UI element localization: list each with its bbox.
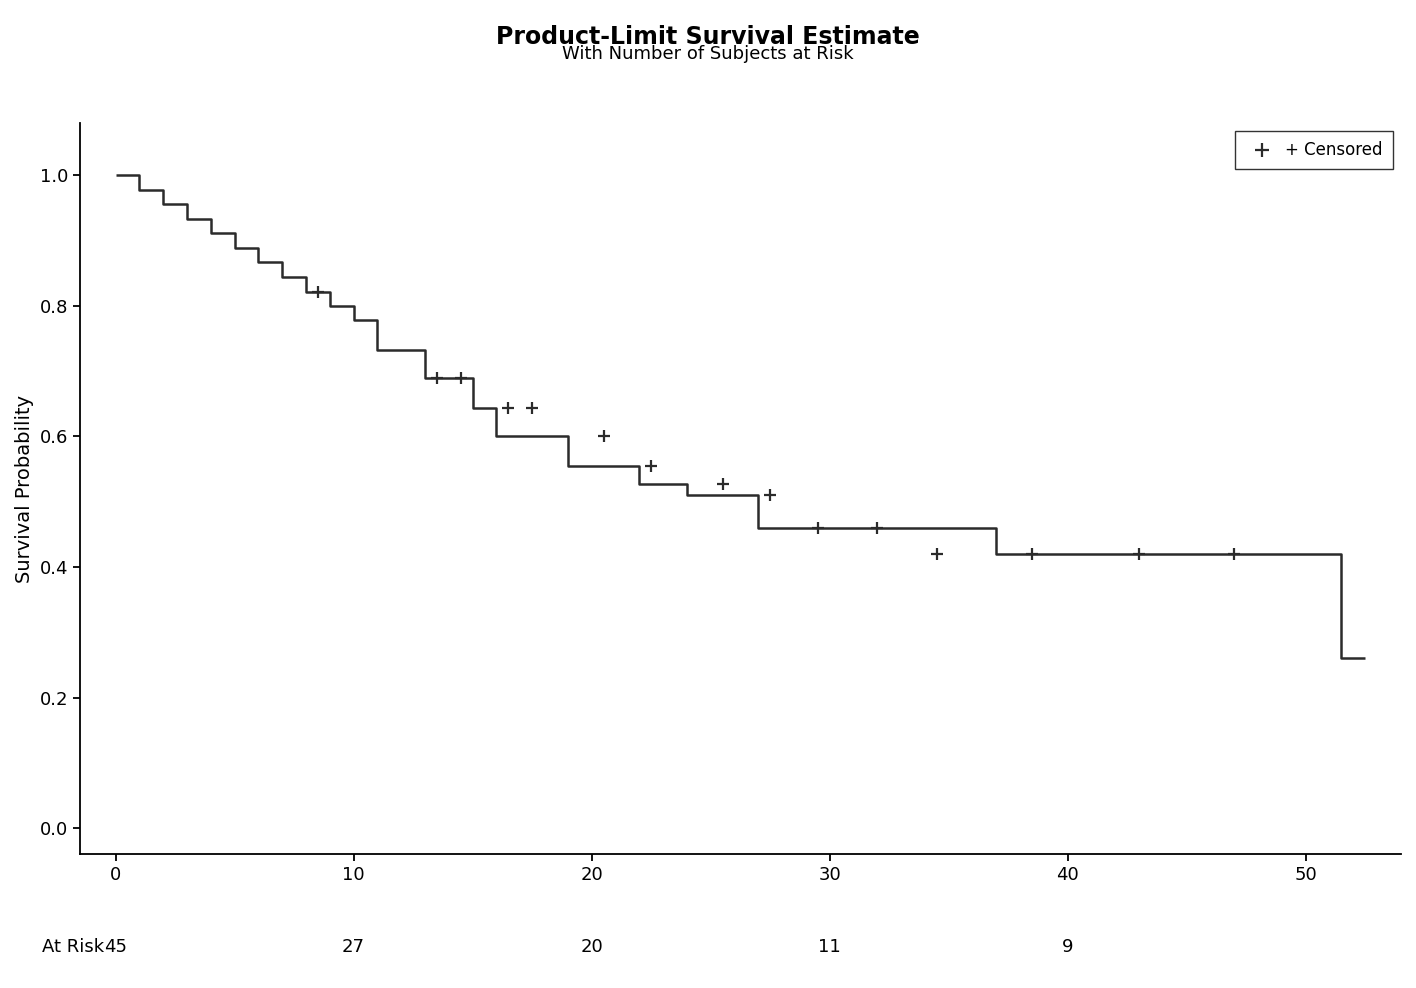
Text: With Number of Subjects at Risk: With Number of Subjects at Risk [562, 45, 854, 63]
Text: 27: 27 [343, 939, 365, 956]
Text: Product-Limit Survival Estimate: Product-Limit Survival Estimate [496, 25, 920, 48]
Text: At Risk: At Risk [41, 939, 103, 956]
Text: 45: 45 [103, 939, 127, 956]
Text: 20: 20 [581, 939, 603, 956]
Legend: + Censored: + Censored [1235, 131, 1393, 170]
Text: 9: 9 [1062, 939, 1073, 956]
Text: 11: 11 [818, 939, 841, 956]
Y-axis label: Survival Probability: Survival Probability [16, 394, 34, 583]
